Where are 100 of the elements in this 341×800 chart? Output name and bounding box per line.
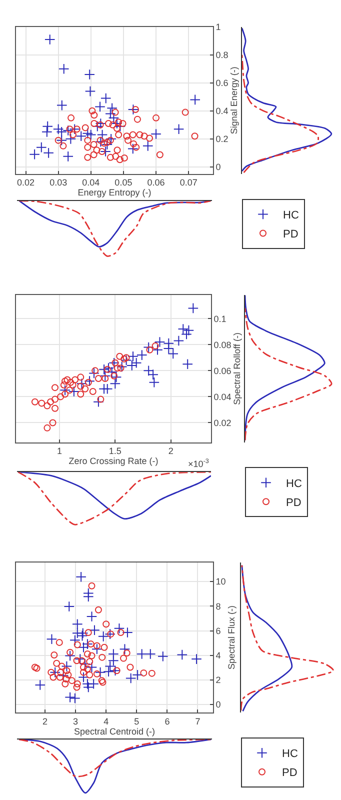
point xyxy=(66,648,74,656)
point xyxy=(88,582,96,590)
point xyxy=(110,372,118,380)
legend-label: PD xyxy=(282,767,298,780)
point xyxy=(102,374,109,382)
point xyxy=(125,672,136,684)
x-tick-label: 0.04 xyxy=(82,178,100,188)
y-axis-title: Signal Energy (-) xyxy=(229,66,240,134)
point xyxy=(134,116,141,123)
point xyxy=(82,128,94,139)
point xyxy=(182,358,193,370)
point xyxy=(92,120,103,132)
point xyxy=(84,650,91,658)
point xyxy=(97,396,104,403)
x-tick-label: 2 xyxy=(168,446,174,456)
point xyxy=(76,378,88,390)
x-tick-label: 4 xyxy=(104,716,109,726)
point xyxy=(112,152,120,160)
point xyxy=(117,364,124,372)
point xyxy=(150,128,162,140)
point xyxy=(46,634,58,645)
y-tick-label: 0 xyxy=(216,700,221,710)
point xyxy=(119,644,130,654)
point xyxy=(140,132,148,140)
point xyxy=(86,658,94,666)
point xyxy=(122,627,133,638)
point xyxy=(33,664,40,672)
point xyxy=(74,641,81,648)
point xyxy=(31,398,38,406)
point xyxy=(57,668,64,676)
point xyxy=(44,34,56,45)
point xyxy=(80,668,87,676)
point xyxy=(52,384,58,392)
y-tick-label: 8 xyxy=(216,601,221,612)
point xyxy=(82,638,93,650)
point xyxy=(31,664,38,671)
point xyxy=(60,381,68,388)
point xyxy=(64,650,76,662)
point xyxy=(96,136,104,144)
y-tick-label: 0.4 xyxy=(216,106,228,116)
point xyxy=(104,120,112,128)
point xyxy=(191,654,202,664)
x-tick-label: 0.07 xyxy=(180,178,198,188)
point xyxy=(106,154,114,161)
point xyxy=(140,669,148,676)
point xyxy=(100,370,111,382)
point xyxy=(152,342,159,350)
point xyxy=(53,660,60,667)
point xyxy=(70,634,80,646)
point xyxy=(50,674,57,681)
point xyxy=(82,124,89,132)
point xyxy=(69,381,76,388)
point xyxy=(77,628,88,638)
point xyxy=(80,664,87,671)
y-tick-label: 0.6 xyxy=(216,78,228,88)
point xyxy=(70,692,80,704)
point xyxy=(98,148,106,156)
point xyxy=(124,136,132,144)
point xyxy=(38,400,46,407)
point xyxy=(173,124,184,135)
point xyxy=(94,666,106,678)
point xyxy=(115,118,122,126)
point xyxy=(54,136,62,144)
y-tick-label: 0.02 xyxy=(214,418,232,428)
point xyxy=(61,660,72,672)
point xyxy=(42,120,53,132)
x-tick-label: 7 xyxy=(195,716,200,726)
point xyxy=(52,404,58,412)
x-tick-label: 0.05 xyxy=(114,178,132,188)
x-tick-label: 1 xyxy=(56,446,62,456)
y-tick-label: 0.8 xyxy=(216,50,228,60)
point xyxy=(94,606,102,614)
point xyxy=(64,601,75,612)
point xyxy=(103,362,114,374)
point xyxy=(188,302,199,314)
point xyxy=(64,692,76,703)
point xyxy=(62,675,70,682)
point xyxy=(52,124,64,135)
point xyxy=(143,342,154,353)
y-axis-title: Spectral Rolloff (-) xyxy=(232,332,242,405)
point xyxy=(73,126,80,133)
point xyxy=(128,143,138,154)
point xyxy=(116,352,124,360)
point xyxy=(100,146,111,157)
point xyxy=(88,678,99,690)
point xyxy=(78,642,89,653)
point xyxy=(106,136,114,144)
point xyxy=(114,364,121,372)
point xyxy=(109,121,116,128)
point xyxy=(106,102,118,114)
text: ×10$^{-3}$ xyxy=(188,458,210,469)
point xyxy=(136,350,148,360)
point xyxy=(142,140,154,152)
point xyxy=(129,131,136,138)
point xyxy=(120,154,128,162)
point xyxy=(94,374,102,382)
point xyxy=(66,386,73,394)
point xyxy=(115,131,122,138)
point xyxy=(132,670,143,680)
y-tick-label: 0 xyxy=(216,162,221,172)
